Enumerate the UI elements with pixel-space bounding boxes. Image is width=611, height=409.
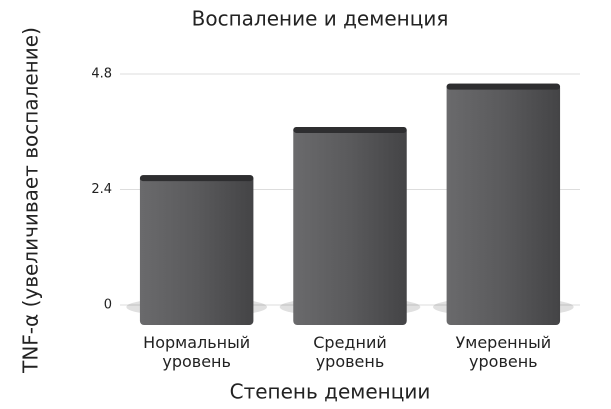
y-tick-label: 0	[104, 298, 112, 313]
y-tick-label: 4.8	[91, 67, 112, 82]
bar-top	[293, 126, 407, 133]
bar	[139, 175, 254, 325]
x-axis-label: Степень деменции	[230, 380, 431, 404]
bar	[446, 83, 561, 325]
x-tick-label: Средний уровень	[313, 333, 387, 371]
x-tick-label: Умеренный уровень	[455, 333, 552, 371]
bar-top	[446, 83, 561, 90]
y-tick-label: 2.4	[91, 182, 112, 197]
bar-top	[139, 175, 254, 182]
bar	[293, 126, 407, 325]
y-axis-label: TNF-α (увеличивает воспаление)	[19, 27, 43, 374]
chart-title: Воспаление и деменция	[192, 7, 449, 31]
x-tick-label: Нормальный уровень	[143, 333, 251, 371]
